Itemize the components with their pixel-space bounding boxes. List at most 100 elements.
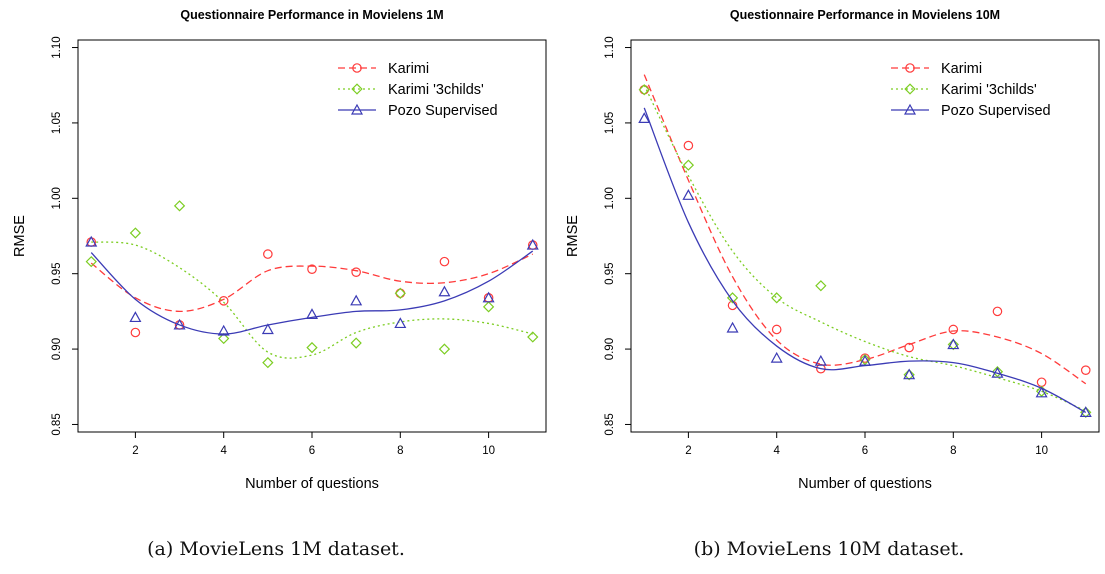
chart-panel-10m: Questionnaire Performance in Movielens 1… [553, 0, 1105, 574]
x-tick-label: 4 [220, 445, 227, 457]
series-1-fit-line [643, 84, 1087, 412]
series-1-point [527, 331, 539, 343]
series-0-point [771, 324, 782, 335]
chart-title: Questionnaire Performance in Movielens 1… [180, 8, 443, 22]
series-2-fit-line [643, 107, 1087, 413]
series-2-point [991, 366, 1004, 378]
y-tick-label: 0.90 [51, 338, 63, 360]
series-0-point [639, 84, 650, 95]
series-1-fit-line [91, 241, 533, 359]
y-tick-label: 1.00 [51, 187, 63, 209]
y-tick-label: 0.90 [604, 338, 616, 360]
series-2-point [482, 291, 495, 303]
legend-label: Pozo Supervised [388, 103, 498, 119]
series-1-point [638, 84, 650, 96]
series-1-point [438, 343, 451, 355]
x-axis-label: Number of questions [245, 476, 379, 492]
series-2-point [903, 368, 916, 380]
y-tick-label: 1.05 [51, 112, 63, 134]
series-1-point [85, 255, 97, 268]
chart-10m: Questionnaire Performance in Movielens 1… [565, 8, 1100, 492]
legend-label: Pozo Supervised [941, 103, 1051, 119]
series-0 [639, 74, 1091, 388]
x-tick-label: 8 [397, 445, 403, 457]
series-2-point [350, 294, 363, 306]
series-1-point [350, 337, 362, 349]
series-2-point [770, 351, 783, 363]
plot-frame [630, 39, 1100, 433]
x-tick-label: 10 [482, 445, 495, 457]
legend-marker [350, 103, 364, 115]
series-1-point [682, 159, 695, 171]
legend-label: Karimi '3childs' [941, 82, 1037, 98]
caption-10m: (b) MovieLens 10M dataset. [693, 538, 965, 560]
series-0-point [439, 256, 450, 267]
series-0-point [992, 306, 1003, 317]
chart-1m: Questionnaire Performance in Movielens 1… [12, 8, 547, 492]
legend-marker [352, 63, 362, 73]
legend: Karimi Karimi '3childs' Pozo Supervised [891, 61, 1051, 119]
series-0-point [218, 296, 229, 306]
series-2-point [85, 235, 98, 247]
legend-label: Karimi '3childs' [388, 82, 484, 98]
series-1-point [262, 356, 274, 369]
x-tick-label: 10 [1035, 445, 1048, 457]
y-tick-label: 1.10 [604, 36, 616, 58]
series-1-point [306, 341, 318, 354]
x-tick-label: 6 [862, 445, 868, 457]
series-2-point [858, 354, 872, 366]
series-0-point [904, 342, 914, 353]
series-2-fit-line [90, 250, 534, 335]
x-axis: 2 4 6 8 10 [685, 432, 1048, 457]
y-axis-label: RMSE [12, 215, 28, 257]
series-0-point [263, 249, 273, 259]
y-tick-label: 0.95 [604, 262, 616, 284]
series-2-point [638, 112, 651, 124]
series-2-point [305, 308, 319, 319]
series-1-point [129, 227, 142, 239]
series-2-point [1079, 406, 1092, 417]
series-0-point [395, 288, 406, 299]
series-2-point [129, 311, 142, 323]
series-0-point [683, 140, 694, 151]
series-1 [638, 84, 1092, 419]
series-2-point [217, 324, 230, 336]
series-2-point [814, 354, 827, 366]
legend-marker [904, 83, 916, 95]
chart-panel-1m: Questionnaire Performance in Movielens 1… [0, 0, 552, 574]
legend-marker [905, 63, 915, 73]
series-0-point [860, 353, 870, 363]
series-0-point [307, 264, 317, 274]
legend-label: Karimi [941, 61, 982, 77]
series-0-point [1080, 365, 1091, 375]
y-axis: 0.85 0.90 0.95 1.00 1.05 1.10 [51, 36, 78, 436]
series-1-point [218, 332, 230, 345]
y-tick-label: 1.05 [604, 112, 616, 134]
series-2 [85, 235, 539, 336]
series-2-point [173, 318, 186, 330]
x-tick-label: 4 [773, 445, 780, 457]
series-2-point [947, 338, 960, 350]
series-2 [638, 107, 1092, 417]
series-0-fit-line [643, 74, 1087, 385]
series-1-point [859, 353, 871, 366]
y-tick-label: 1.00 [604, 187, 616, 209]
series-1-point [991, 366, 1004, 378]
caption-1m: (a) MovieLens 1M dataset. [147, 538, 405, 560]
plot-frame [77, 39, 547, 433]
y-tick-label: 0.85 [604, 413, 616, 435]
series-2-point [394, 317, 407, 329]
series-0-point [130, 327, 141, 338]
y-tick-label: 0.95 [51, 262, 63, 284]
legend: Karimi Karimi '3childs' Pozo Supervised [338, 61, 498, 119]
series-1-point [482, 301, 495, 313]
y-axis-label: RMSE [565, 215, 581, 257]
y-tick-label: 1.10 [51, 36, 63, 58]
x-tick-label: 8 [950, 445, 956, 457]
series-2-point [438, 285, 451, 297]
legend-label: Karimi [388, 61, 429, 77]
legend-marker [351, 83, 363, 95]
series-1-point [173, 200, 186, 212]
series-1 [85, 200, 539, 369]
x-axis: 2 4 6 8 10 [132, 432, 495, 457]
